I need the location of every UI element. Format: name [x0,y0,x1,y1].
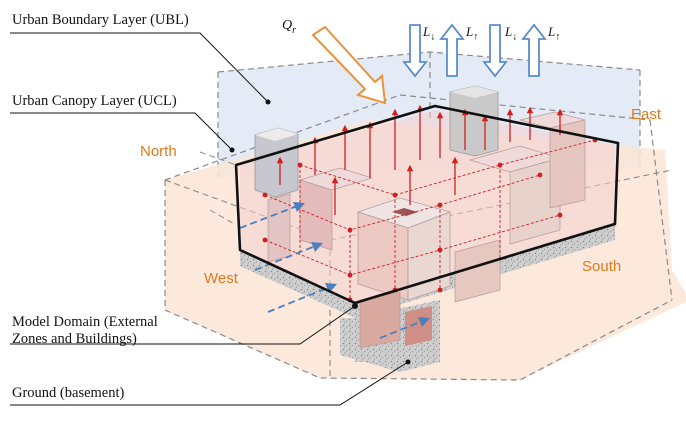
ucl-label: Urban Canopy Layer (UCL) [12,93,177,109]
solar-radiation-arrow [311,25,387,105]
wind-arrows [239,201,431,339]
longwave-up-arrow-2 [521,23,547,77]
west-label: West [204,270,238,287]
longwave-up-arrow-1 [439,23,465,77]
l-down-label-2: L↓ [505,24,518,43]
model-domain-label-line1: Model Domain (External [12,314,158,330]
leader-lines [10,32,409,406]
model-domain-label-line2: Zones and Buildings) [12,331,137,347]
ubl-label: Urban Boundary Layer (UBL) [12,12,189,28]
leader-dots [229,99,411,365]
red-upward-arrows [276,104,564,215]
l-down-label-1: L↓ [423,24,436,43]
l-up-label-2: L↑ [548,24,561,43]
south-label: South [582,258,622,275]
longwave-arrows [402,23,547,78]
longwave-down-arrow-1 [402,24,428,78]
model-domain-buildings [240,85,615,349]
east-label: East [631,106,662,123]
model-domain-outline [234,104,620,305]
qr-label: Qr [282,18,297,36]
longwave-down-arrow-2 [482,24,508,78]
l-up-label-1: L↑ [466,24,479,43]
north-label: North [140,143,177,160]
ground-label: Ground (basement) [12,385,125,401]
